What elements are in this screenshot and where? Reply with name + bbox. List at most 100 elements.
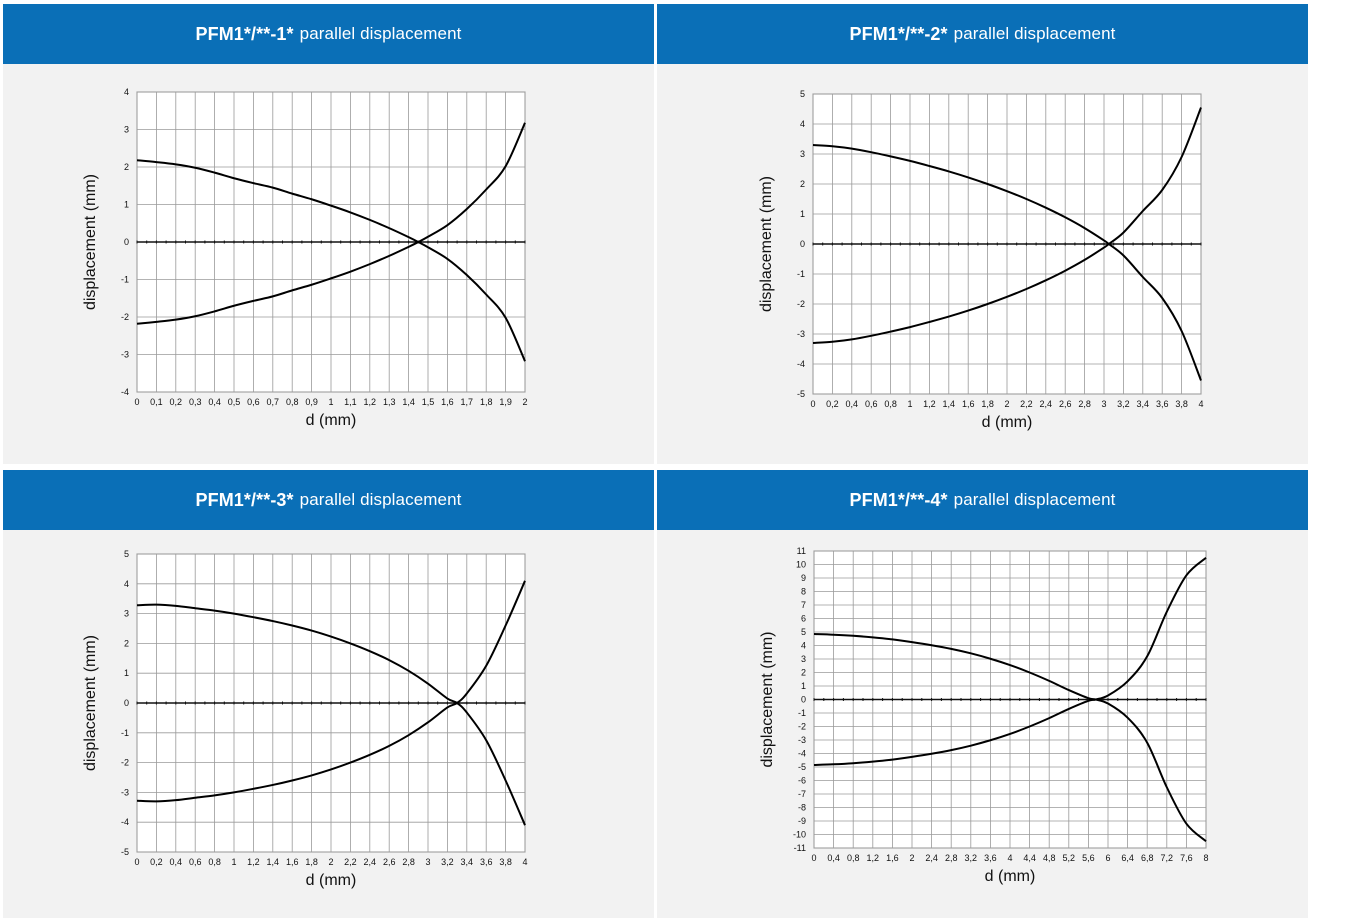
y-tick-label: 3 (800, 149, 805, 159)
x-tick-label: 1,7 (461, 397, 474, 407)
y-tick-label: -4 (121, 817, 129, 827)
y-tick-label: -10 (793, 830, 806, 840)
x-tick-label: 7,2 (1161, 853, 1174, 863)
y-tick-label: 10 (796, 560, 806, 570)
series-line-2 (136, 580, 526, 803)
y-tick-label: -2 (797, 299, 805, 309)
y-tick-label: -4 (797, 359, 805, 369)
x-tick-label: 0,3 (189, 397, 202, 407)
y-tick-label: -2 (121, 758, 129, 768)
y-tick-label: -3 (798, 735, 806, 745)
x-tick-label: 0,2 (170, 397, 183, 407)
x-tick-label: 1,2 (364, 397, 377, 407)
y-tick-label: 8 (801, 587, 806, 597)
x-tick-label: 2,4 (925, 853, 938, 863)
x-tick-label: 2 (522, 397, 527, 407)
x-tick-label: 0,6 (865, 399, 878, 409)
y-tick-label: 3 (801, 654, 806, 664)
x-tick-label: 0,2 (150, 857, 163, 867)
x-tick-label: 3,4 (1137, 399, 1150, 409)
y-tick-label: 0 (800, 239, 805, 249)
y-tick-label: -9 (798, 816, 806, 826)
x-axis-label: d (mm) (985, 868, 1036, 885)
x-tick-label: 1,8 (305, 857, 318, 867)
x-tick-label: 4 (522, 857, 527, 867)
x-tick-label: 3,6 (480, 857, 493, 867)
chart-panel-2: PFM1*/**-2* parallel displacement 0 0,2 0,… (657, 4, 1308, 464)
y-tick-label: 9 (801, 573, 806, 583)
series-line-2 (136, 122, 526, 325)
chart-svg: 0 0,1 0,2 0,3 0,4 0,5 0,6 0,7 0,8 0,9 1 1,1 1,2 1,3 1,… (82, 87, 528, 429)
y-tick-label: 3 (124, 609, 129, 619)
x-tick-label: 1,5 (422, 397, 435, 407)
series-line-2 (812, 107, 1202, 344)
y-tick-label: 0 (124, 698, 129, 708)
x-tick-label: 2,8 (1078, 399, 1091, 409)
chart-model: PFM1*/**-2* (849, 23, 948, 44)
x-tick-label: 3 (425, 857, 430, 867)
y-axis-label: displacement (mm) (758, 176, 775, 312)
y-tick-label: 1 (801, 681, 806, 691)
x-tick-label: 2,8 (945, 853, 958, 863)
chart-svg: 0 0,2 0,4 0,6 0,8 1 1,2 1,4 1,6 1,8 2 2,2 2,4 2,6 2,8 3… (82, 549, 528, 889)
x-tick-label: 2 (328, 857, 333, 867)
x-tick-label: 2,8 (402, 857, 415, 867)
y-tick-label: 5 (800, 89, 805, 99)
y-tick-label: -5 (798, 762, 806, 772)
x-tick-label: 3,6 (1156, 399, 1169, 409)
y-tick-label: 0 (801, 695, 806, 705)
x-tick-label: 0 (134, 857, 139, 867)
x-tick-label: 1 (907, 399, 912, 409)
x-tick-label: 1,6 (286, 857, 299, 867)
x-tick-label: 2,6 (1059, 399, 1072, 409)
y-tick-label: -6 (798, 776, 806, 786)
x-tick-label: 3,8 (499, 857, 512, 867)
y-tick-label: 7 (801, 600, 806, 610)
series-line-1 (812, 144, 1202, 381)
x-tick-label: 0 (811, 853, 816, 863)
x-tick-label: 1,6 (441, 397, 454, 407)
x-tick-label: 1,4 (267, 857, 280, 867)
x-tick-label: 0,6 (189, 857, 202, 867)
x-tick-label: 0,8 (286, 397, 299, 407)
x-tick-label: 0,8 (847, 853, 860, 863)
y-tick-label: -1 (121, 728, 129, 738)
y-tick-label: 1 (124, 200, 129, 210)
x-tick-label: 2 (1004, 399, 1009, 409)
x-tick-label: 8 (1203, 853, 1208, 863)
x-tick-label: 0,6 (247, 397, 260, 407)
x-tick-label: 1,2 (867, 853, 880, 863)
x-tick-label: 1,3 (383, 397, 396, 407)
x-tick-label: 4,4 (1023, 853, 1036, 863)
x-tick-label: 0 (810, 399, 815, 409)
x-tick-label: 0,8 (208, 857, 221, 867)
x-tick-label: 2 (909, 853, 914, 863)
chart-subtitle: parallel displacement (953, 490, 1116, 509)
x-tick-label: 1,1 (344, 397, 357, 407)
chart-svg: 0 0,4 0,8 1,2 1,6 2 2,4 2,8 3,2 3,6 4 4,4 4,8 5,2 5,6 6… (759, 546, 1209, 885)
y-tick-label: 3 (124, 125, 129, 135)
y-tick-label: 2 (800, 179, 805, 189)
y-tick-label: -5 (797, 389, 805, 399)
x-tick-label: 0,4 (208, 397, 221, 407)
y-tick-label: 4 (800, 119, 805, 129)
y-tick-label: 5 (801, 627, 806, 637)
x-tick-label: 3,2 (441, 857, 454, 867)
x-tick-label: 0,2 (826, 399, 839, 409)
chart-subtitle: parallel displacement (299, 24, 462, 43)
chart-subtitle: parallel displacement (299, 490, 462, 509)
y-tick-label: -3 (121, 787, 129, 797)
x-tick-label: 3,8 (1175, 399, 1188, 409)
chart-header: PFM1*/**-4* parallel displacement (657, 470, 1308, 530)
y-axis-label: displacement (mm) (759, 631, 776, 767)
chart-model: PFM1*/**-3* (195, 489, 294, 510)
y-tick-label: 4 (124, 579, 129, 589)
x-tick-label: 0,4 (846, 399, 859, 409)
y-tick-label: -4 (798, 749, 806, 759)
x-tick-label: 0,7 (267, 397, 280, 407)
x-tick-label: 2,4 (1040, 399, 1053, 409)
y-tick-label: 4 (801, 641, 806, 651)
x-tick-label: 3,4 (461, 857, 474, 867)
chart-subtitle: parallel displacement (953, 24, 1116, 43)
chart-header: PFM1*/**-2* parallel displacement (657, 4, 1308, 64)
